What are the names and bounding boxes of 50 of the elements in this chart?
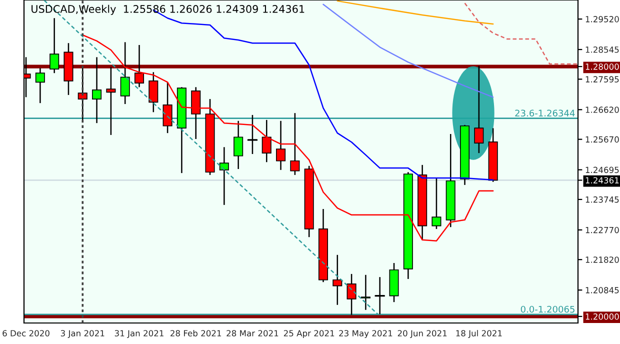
line-series bbox=[464, 2, 578, 65]
x-tick-label: 31 Jan 2021 bbox=[114, 330, 164, 338]
candlestick bbox=[276, 120, 286, 171]
y-tick-label: 1.26620 bbox=[586, 106, 619, 113]
x-tick-label: 18 Jul 2021 bbox=[456, 330, 502, 338]
line-series bbox=[82, 34, 494, 242]
y-tick-label: 1.24695 bbox=[586, 166, 619, 174]
x-tick-label: 20 Jun 2021 bbox=[398, 330, 447, 338]
candlestick bbox=[219, 146, 229, 206]
candlestick bbox=[191, 86, 201, 140]
y-tick-label: 1.27595 bbox=[586, 76, 619, 82]
y-tick-label: 1.22770 bbox=[586, 226, 619, 234]
candlestick bbox=[78, 66, 88, 121]
y-tick-label: 1.20000 bbox=[586, 313, 619, 320]
y-tick-label: 1.28000 bbox=[586, 64, 619, 70]
y-tick-label: 1.28545 bbox=[586, 46, 619, 53]
candlestick bbox=[234, 120, 244, 170]
y-tick-label: 1.29520 bbox=[586, 16, 619, 22]
candlestick bbox=[35, 67, 45, 104]
candlestick bbox=[374, 276, 386, 315]
x-tick-label: 25 Apr 2021 bbox=[284, 330, 334, 338]
candlestick bbox=[262, 119, 272, 163]
x-tick-label: 28 Mar 2021 bbox=[226, 330, 278, 336]
candlestick bbox=[247, 114, 258, 155]
candlestick bbox=[360, 274, 370, 311]
candlestick bbox=[120, 42, 130, 105]
x-tick-label: 23 May 2021 bbox=[339, 330, 392, 338]
x-tick-label: 3 Jan 2021 bbox=[60, 330, 104, 338]
y-tick-label: 1.23745 bbox=[586, 196, 619, 203]
line-series bbox=[336, 0, 494, 25]
candlestick bbox=[148, 72, 158, 113]
x-tick-label: 6 Dec 2020 bbox=[2, 330, 50, 336]
line-series bbox=[322, 4, 494, 98]
candlestick bbox=[50, 17, 60, 74]
candlestick bbox=[346, 273, 356, 316]
candlestick bbox=[162, 82, 172, 134]
candlestick bbox=[92, 56, 102, 124]
y-tick-label: 1.25670 bbox=[586, 136, 619, 143]
candlestick bbox=[134, 44, 144, 88]
candlestick bbox=[332, 254, 342, 306]
candlestick bbox=[106, 66, 116, 136]
annotation: 0.0-1.20065 bbox=[520, 306, 574, 313]
annotation: 23.6-1.26344 bbox=[515, 110, 575, 117]
y-tick-label: 1.21820 bbox=[586, 256, 619, 263]
y-tick-label: 1.20845 bbox=[586, 287, 619, 294]
x-tick-label: 28 Feb 2021 bbox=[170, 330, 222, 336]
candlestick bbox=[474, 65, 484, 154]
candlestick bbox=[290, 112, 300, 176]
candlestick bbox=[432, 177, 442, 230]
y-tick-label: 1.24361 bbox=[586, 177, 619, 184]
